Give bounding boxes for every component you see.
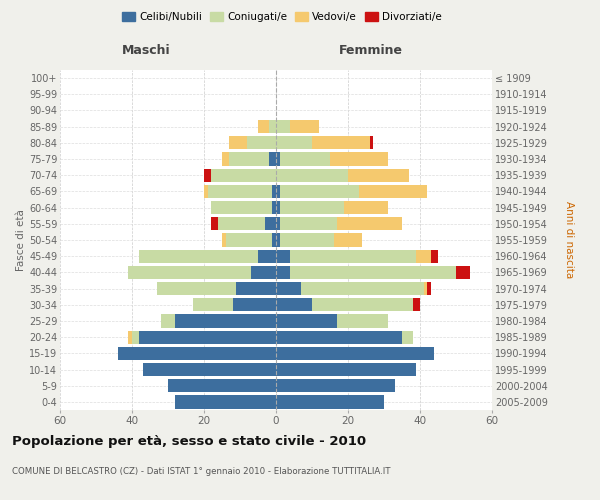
Bar — [431, 250, 438, 263]
Bar — [204, 185, 208, 198]
Bar — [265, 217, 276, 230]
Bar — [204, 168, 211, 182]
Bar — [208, 185, 272, 198]
Bar — [276, 250, 290, 263]
Bar — [276, 282, 301, 295]
Bar — [222, 234, 226, 246]
Bar — [290, 120, 319, 134]
Bar — [344, 201, 388, 214]
Bar — [272, 185, 276, 198]
Bar — [258, 120, 269, 134]
Bar — [280, 201, 344, 214]
Bar — [211, 168, 276, 182]
Legend: Celibi/Nubili, Coniugati/e, Vedovi/e, Divorziati/e: Celibi/Nubili, Coniugati/e, Vedovi/e, Di… — [118, 8, 446, 26]
Bar — [276, 168, 348, 182]
Bar — [359, 185, 427, 198]
Bar — [301, 282, 424, 295]
Bar — [175, 314, 276, 328]
Bar — [226, 234, 272, 246]
Bar — [280, 217, 337, 230]
Bar — [258, 250, 276, 263]
Bar — [276, 120, 290, 134]
Bar — [157, 282, 236, 295]
Bar — [427, 282, 431, 295]
Bar — [272, 201, 276, 214]
Text: COMUNE DI BELCASTRO (CZ) - Dati ISTAT 1° gennaio 2010 - Elaborazione TUTTITALIA.: COMUNE DI BELCASTRO (CZ) - Dati ISTAT 1°… — [12, 468, 391, 476]
Bar — [337, 314, 388, 328]
Bar — [229, 152, 269, 166]
Bar — [247, 136, 276, 149]
Bar — [424, 282, 427, 295]
Bar — [280, 152, 330, 166]
Bar — [276, 152, 280, 166]
Bar — [276, 266, 290, 279]
Bar — [348, 168, 409, 182]
Bar — [161, 314, 175, 328]
Text: Maschi: Maschi — [122, 44, 171, 58]
Bar — [276, 201, 280, 214]
Bar — [211, 201, 272, 214]
Bar — [276, 136, 312, 149]
Bar — [233, 298, 276, 312]
Bar — [276, 298, 312, 312]
Text: Popolazione per età, sesso e stato civile - 2010: Popolazione per età, sesso e stato civil… — [12, 435, 366, 448]
Bar — [269, 120, 276, 134]
Bar — [143, 363, 276, 376]
Text: Femmine: Femmine — [339, 44, 403, 58]
Bar — [128, 266, 251, 279]
Bar — [370, 136, 373, 149]
Bar — [272, 234, 276, 246]
Bar — [280, 185, 359, 198]
Bar — [211, 217, 218, 230]
Bar — [312, 136, 370, 149]
Bar — [276, 396, 384, 408]
Y-axis label: Fasce di età: Fasce di età — [16, 209, 26, 271]
Bar — [128, 330, 132, 344]
Bar — [312, 298, 413, 312]
Bar — [229, 136, 247, 149]
Bar — [416, 250, 431, 263]
Bar — [193, 298, 233, 312]
Bar — [276, 363, 416, 376]
Y-axis label: Anni di nascita: Anni di nascita — [565, 202, 574, 278]
Bar — [251, 266, 276, 279]
Bar — [175, 396, 276, 408]
Bar — [413, 298, 420, 312]
Bar — [334, 234, 362, 246]
Bar — [139, 330, 276, 344]
Bar — [276, 185, 280, 198]
Bar — [132, 330, 139, 344]
Bar — [280, 234, 334, 246]
Bar — [276, 379, 395, 392]
Bar — [168, 379, 276, 392]
Bar — [402, 330, 413, 344]
Bar — [290, 266, 456, 279]
Bar — [456, 266, 470, 279]
Bar — [337, 217, 402, 230]
Bar — [276, 314, 337, 328]
Bar — [118, 346, 276, 360]
Bar — [269, 152, 276, 166]
Bar — [330, 152, 388, 166]
Bar — [276, 234, 280, 246]
Bar — [218, 217, 265, 230]
Bar — [236, 282, 276, 295]
Bar — [276, 217, 280, 230]
Bar — [139, 250, 258, 263]
Bar — [290, 250, 416, 263]
Bar — [276, 346, 434, 360]
Bar — [276, 330, 402, 344]
Bar — [222, 152, 229, 166]
